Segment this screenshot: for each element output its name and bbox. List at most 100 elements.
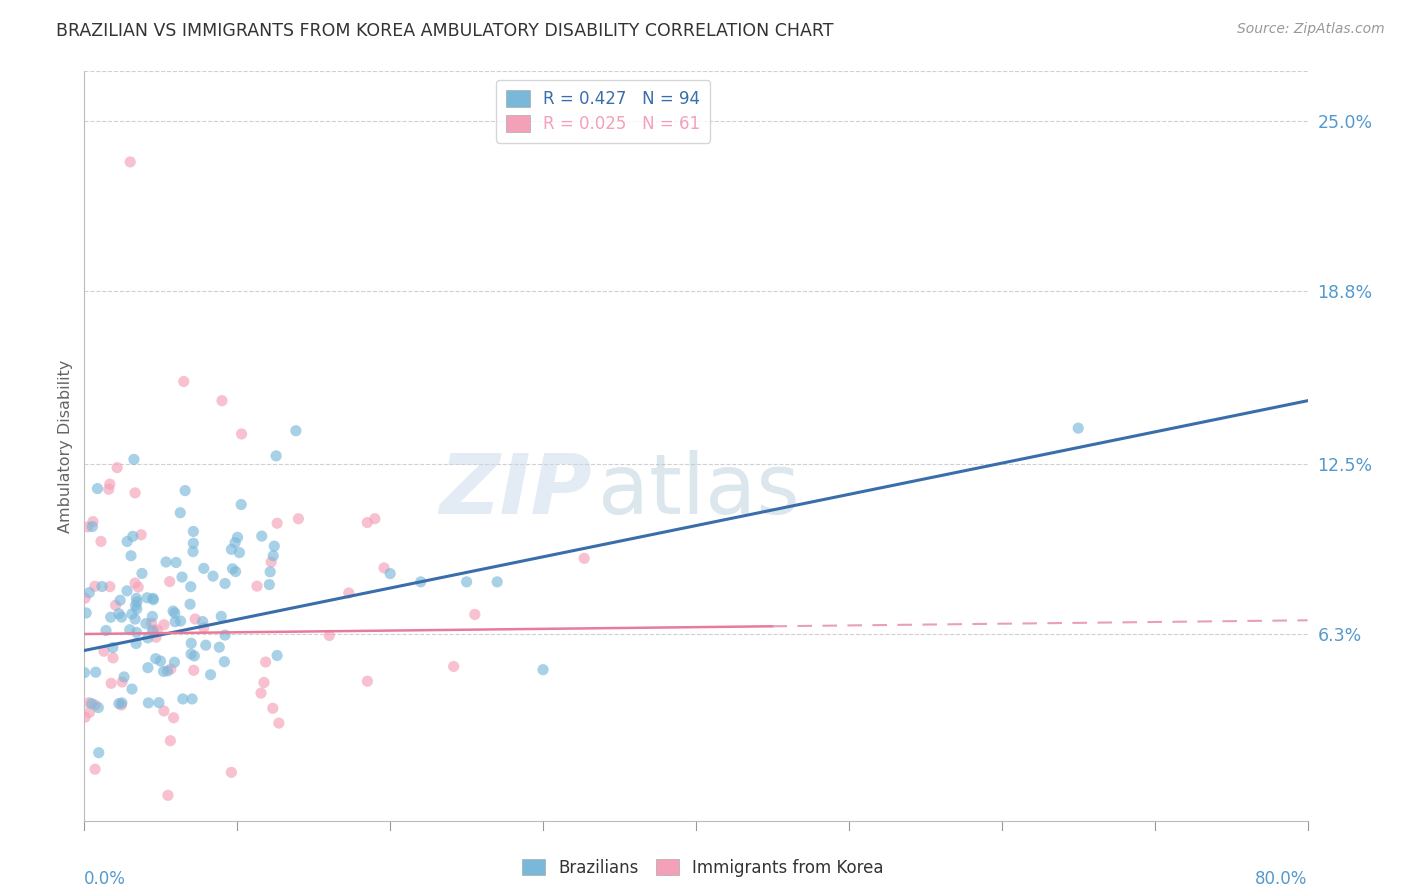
Point [409,574,432,589]
Point [225,565,247,579]
Point [221,765,243,780]
Point [121,681,143,696]
Point [115,534,138,549]
Point [531,663,554,677]
Point [262,701,284,715]
Point [110,610,132,624]
Point [104,598,127,612]
Point [267,716,290,731]
Point [181,544,204,558]
Point [120,155,142,169]
Point [75,710,97,724]
Point [263,539,285,553]
Point [142,592,165,607]
Point [211,393,233,408]
Point [124,576,146,591]
Point [194,638,217,652]
Point [82,515,104,529]
Point [162,711,184,725]
Point [181,692,204,706]
Point [228,546,250,560]
Point [191,615,214,629]
Point [142,591,165,606]
Point [163,606,186,620]
Point [356,516,378,530]
Point [111,675,134,690]
Point [90,534,112,549]
Point [77,585,100,599]
Text: atlas: atlas [598,450,800,532]
Point [100,610,122,624]
Point [108,593,131,607]
Point [145,630,167,644]
Point [148,696,170,710]
Point [356,674,378,689]
Point [209,609,232,624]
Point [180,636,202,650]
Point [100,676,122,690]
Point [152,665,174,679]
Point [115,583,138,598]
Point [337,586,360,600]
Point [266,648,288,663]
Point [75,591,97,606]
Point [76,520,98,534]
Point [456,574,478,589]
Point [156,789,179,803]
Point [108,607,131,621]
Point [250,529,273,543]
Point [112,670,135,684]
Point [179,597,201,611]
Point [118,623,141,637]
Point [93,644,115,658]
Point [208,640,231,655]
Point [183,524,205,539]
Point [184,612,207,626]
Point [125,595,148,609]
Point [259,565,281,579]
Point [121,529,143,543]
Point [153,704,176,718]
Point [80,697,103,711]
Point [125,636,148,650]
Point [75,606,97,620]
Point [131,566,153,581]
Point [193,621,215,635]
Point [146,623,169,637]
Point [91,580,114,594]
Text: 80.0%: 80.0% [1256,870,1308,888]
Point [253,675,276,690]
Point [183,648,205,663]
Point [136,591,159,605]
Point [259,577,281,591]
Point [73,665,96,680]
Point [156,664,179,678]
Point [149,654,172,668]
Point [108,697,131,711]
Point [364,512,387,526]
Point [173,375,195,389]
Point [101,640,124,655]
Point [101,651,124,665]
Point [260,555,283,569]
Point [180,580,202,594]
Point [83,579,105,593]
Point [284,424,307,438]
Point [141,616,163,631]
Point [84,762,107,776]
Point [266,516,288,531]
Point [486,574,509,589]
Point [127,580,149,594]
Point [254,655,277,669]
Point [159,574,181,589]
Y-axis label: Ambulatory Disability: Ambulatory Disability [58,359,73,533]
Point [84,698,107,712]
Text: BRAZILIAN VS IMMIGRANTS FROM KOREA AMBULATORY DISABILITY CORRELATION CHART: BRAZILIAN VS IMMIGRANTS FROM KOREA AMBUL… [56,22,834,40]
Point [141,624,163,638]
Point [97,482,120,496]
Point [170,570,193,584]
Point [145,651,167,665]
Point [193,561,215,575]
Point [155,555,177,569]
Point [94,624,117,638]
